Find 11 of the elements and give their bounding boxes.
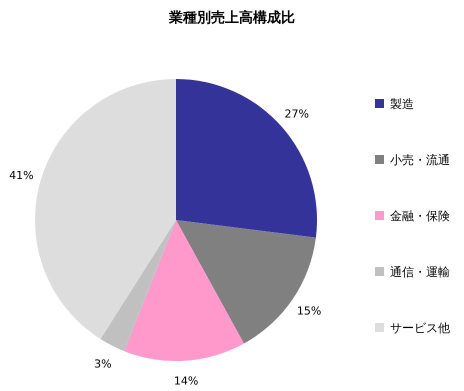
data-label: 14% <box>174 374 198 388</box>
data-label: 15% <box>296 304 322 318</box>
legend-label: 小売・流通 <box>390 153 450 167</box>
data-label: 3% <box>94 357 112 370</box>
data-label: 41% <box>9 169 34 182</box>
data-label: 27% <box>284 108 309 121</box>
legend-label: 金融・保険 <box>390 209 450 223</box>
legend-label: 製造 <box>390 97 414 111</box>
legend-label: 通信・運輸 <box>390 265 450 279</box>
chart-title: 業種別売上高構成比 <box>168 9 295 26</box>
legend-label: サービス他 <box>390 321 450 335</box>
